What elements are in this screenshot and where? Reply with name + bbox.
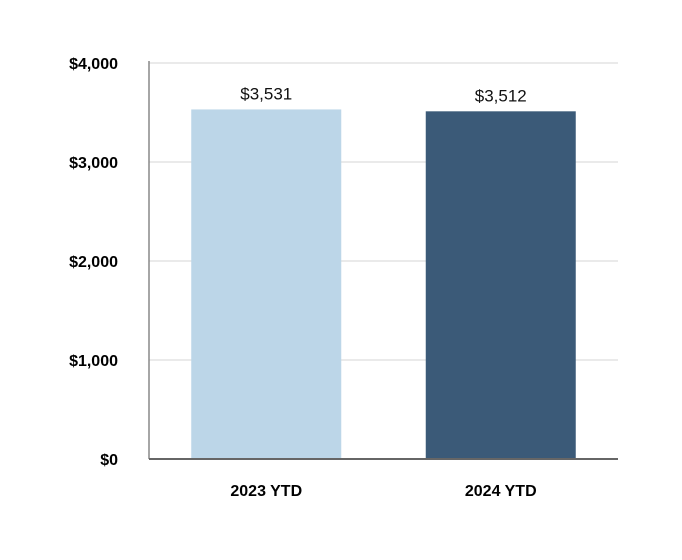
data-label: $3,531 [240, 84, 292, 103]
bar [425, 111, 576, 459]
bar [191, 109, 342, 459]
x-tick-label: 2024 YTD [465, 483, 537, 500]
y-tick-label: $2,000 [69, 254, 118, 271]
y-tick-label: $1,000 [69, 353, 118, 370]
y-tick-label: $0 [100, 452, 118, 469]
data-label: $3,512 [475, 86, 527, 105]
y-tick-label: $4,000 [69, 56, 118, 73]
x-tick-label: 2023 YTD [230, 483, 302, 500]
y-tick-label: $3,000 [69, 155, 118, 172]
